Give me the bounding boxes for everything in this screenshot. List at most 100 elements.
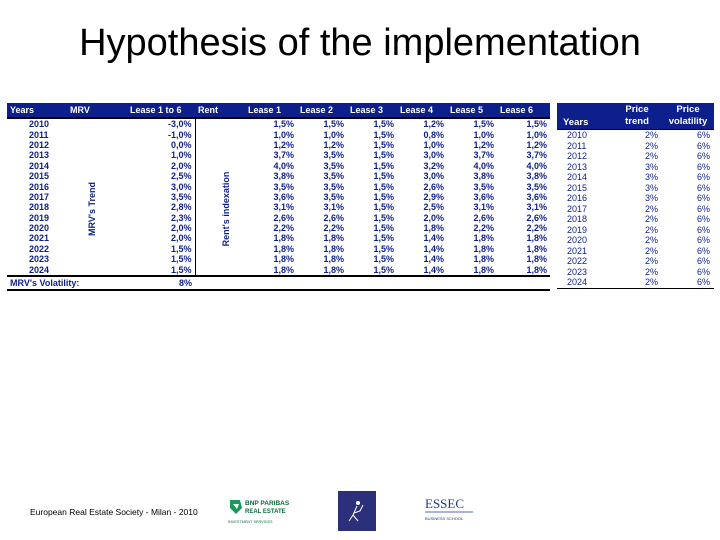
price-trend-cell: 3% — [644, 193, 658, 204]
lease-4-cell: 2,9% — [423, 191, 444, 202]
table-row: 2013 1,0% 3,7% 3,5% 1,5% 3,0% 3,7% 3,7% — [7, 150, 550, 161]
price-trend-cell: 2% — [644, 256, 658, 267]
lease-3-cell: 1,5% — [373, 181, 394, 192]
rent-cell — [194, 233, 245, 244]
eres-logo-figure-icon — [348, 501, 364, 522]
year-cell: 2018 — [29, 202, 50, 213]
year-cell: 2013 — [29, 150, 50, 161]
col-lease-1-to-6: Lease 1 to 6 — [127, 103, 195, 118]
lease-3-cell: 1,5% — [373, 202, 394, 213]
price-year-cell: 2017 — [567, 203, 588, 214]
price-year-cell: 2023 — [567, 266, 588, 277]
lease-3-cell: 1,5% — [373, 191, 394, 202]
lease-4-cell: 2,5% — [423, 202, 444, 213]
table-row: 2014 3% 6% — [557, 172, 714, 183]
lease-table: Years MRV Lease 1 to 6 Rent Lease 1 Leas… — [7, 103, 550, 291]
lease-5-cell: 2,2% — [473, 223, 494, 234]
mrv-cell — [67, 140, 127, 150]
lease-6-cell: 4,0% — [526, 160, 547, 171]
lease-1-to-6-cell: -3,0% — [127, 116, 195, 130]
table-row: 2017 2% 6% — [557, 204, 714, 215]
col-lease-5: Lease 5 — [447, 103, 497, 118]
lease-2-cell: 2,6% — [323, 212, 344, 223]
lease-5-cell: 1,8% — [473, 243, 494, 254]
rent-cell — [194, 139, 245, 151]
lease-6-cell: 1,2% — [526, 139, 547, 150]
lease-3-cell: 1,5% — [373, 212, 394, 223]
lease-1-to-6-cell: 2,8% — [170, 202, 192, 213]
lease-1-to-6-cell: 3,5% — [170, 191, 192, 202]
lease-3-cell: 1,5% — [373, 223, 394, 234]
lease-6-cell: 1,8% — [526, 243, 547, 254]
table-row: 2016 3,0% 3,5% 3,5% 1,5% 2,6% 3,5% 3,5% — [7, 181, 550, 192]
lease-1-to-6-cell: 3,0% — [170, 181, 192, 192]
lease-3-cell: 1,5% — [347, 264, 397, 277]
price-trend-cell: 3% — [644, 161, 658, 172]
footer-text: European Real Estate Society - Milan - 2… — [30, 507, 198, 517]
slide-title: Hypothesis of the implementation — [79, 22, 641, 64]
lease-6-cell: 2,2% — [526, 223, 547, 234]
col-price-trend: Price trend — [612, 103, 662, 130]
mrv-cell — [67, 244, 127, 254]
lease-3-cell: 1,5% — [373, 243, 394, 254]
table-row: 2018 2,8% 3,1% 3,1% 1,5% 2,5% 3,1% 3,1% — [7, 202, 550, 213]
rent-cell — [194, 254, 245, 265]
price-year-cell: 2013 — [567, 161, 588, 172]
price-trend-cell: 2% — [644, 266, 658, 277]
lease-6-cell: 1,8% — [497, 264, 550, 277]
table-row: 2015 2,5% 3,8% 3,5% 1,5% 3,0% 3,8% 3,8% — [7, 170, 550, 182]
table-row: 2011 2% 6% — [557, 141, 714, 152]
price-year-cell: 2014 — [567, 172, 588, 183]
price-year-cell: 2019 — [567, 224, 588, 235]
lease-4-cell: 1,8% — [423, 223, 444, 234]
rent-cell — [194, 160, 245, 171]
price-trend-cell: 2% — [644, 214, 658, 225]
lease-2-cell: 3,5% — [323, 181, 344, 192]
bnp-logo-line3: INVESTMENT SERVICES — [228, 520, 273, 524]
lease-1-cell: 3,6% — [273, 191, 294, 202]
lease-5-cell: 1,8% — [473, 233, 494, 244]
lease-1-cell: 1,8% — [273, 243, 294, 254]
lease-6-cell: 3,1% — [526, 202, 547, 213]
lease-3-cell: 1,5% — [373, 233, 394, 244]
price-year-cell: 2022 — [567, 256, 588, 267]
lease-2-cell: 1,8% — [323, 254, 344, 265]
lease-5-cell: 3,1% — [473, 202, 494, 213]
lease-2-cell: 1,8% — [323, 233, 344, 244]
lease-1-to-6-cell: 2,0% — [170, 160, 192, 171]
lease-1-cell: 3,5% — [273, 181, 294, 192]
price-volatility-cell: 6% — [696, 224, 710, 235]
price-volatility-cell: 6% — [696, 161, 710, 172]
lease-6-cell: 3,5% — [526, 181, 547, 192]
lease-1-to-6-cell: 2,0% — [170, 223, 192, 234]
lease-table-body: 2010 -3,0% 1,5% 1,5% 1,5% 1,2% 1,5% 1,5% 2011 -1,… — [7, 116, 550, 291]
mrv-cell — [67, 202, 127, 212]
lease-1-cell: 3,8% — [273, 171, 294, 182]
rent-cell — [194, 243, 245, 255]
table-row: 2016 3% 6% — [557, 193, 714, 204]
price-trend-cell: 2% — [644, 140, 658, 151]
price-trend-cell: 2% — [644, 235, 658, 246]
year-cell: 2021 — [29, 233, 50, 244]
col-lease-2: Lease 2 — [297, 103, 347, 118]
price-trend-cell: 3% — [644, 172, 658, 183]
year-cell: 2015 — [29, 171, 50, 182]
price-year-cell: 2020 — [567, 235, 588, 246]
lease-5-cell: 1,0% — [473, 129, 494, 140]
price-trend-cell: 2% — [612, 129, 662, 141]
table-row: 2024 2% 6% — [557, 277, 714, 289]
price-volatility-cell: 6% — [696, 266, 710, 277]
price-volatility-cell: 6% — [696, 256, 710, 267]
price-trend-cell: 2% — [644, 224, 658, 235]
lease-5-cell: 2,6% — [473, 212, 494, 223]
table-row: 2022 1,5% 1,8% 1,8% 1,5% 1,4% 1,8% 1,8% — [7, 243, 550, 255]
year-cell: 2016 — [29, 181, 50, 192]
lease-5-cell: 3,6% — [473, 191, 494, 202]
rent-cell — [194, 191, 245, 203]
table-row: 2021 2,0% 1,8% 1,8% 1,5% 1,4% 1,8% 1,8% — [7, 233, 550, 244]
table-row: 2019 2% 6% — [557, 225, 714, 236]
lease-4-cell: 0,8% — [423, 129, 444, 140]
lease-3-cell: 1,5% — [373, 254, 394, 265]
col-lease-4: Lease 4 — [397, 103, 447, 118]
lease-5-cell: 1,2% — [473, 139, 494, 150]
